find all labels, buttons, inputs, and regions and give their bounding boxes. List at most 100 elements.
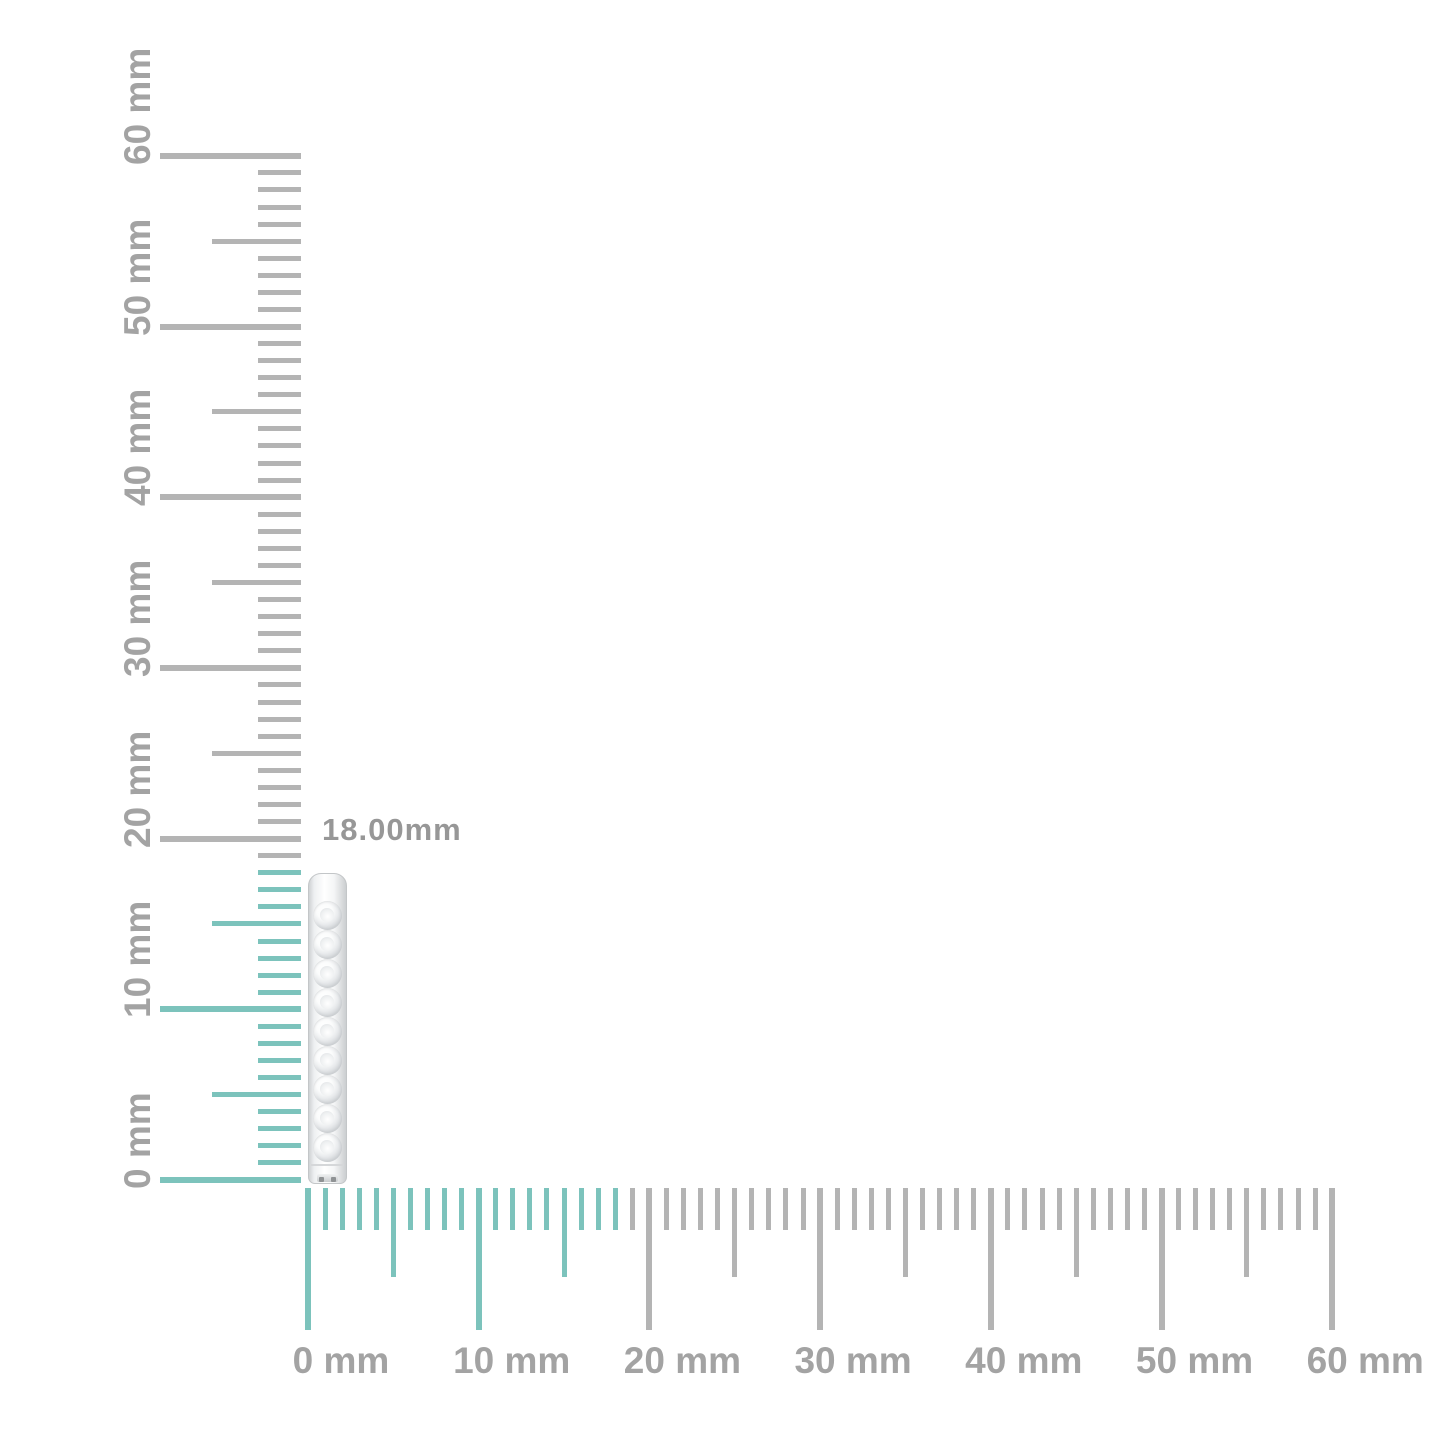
v-tick-10mm (160, 1006, 301, 1013)
h-tick-19mm (629, 1188, 635, 1230)
v-tick-42mm (258, 460, 301, 466)
v-tick-50mm (160, 323, 301, 330)
earring-band (308, 873, 347, 1184)
h-tick-36mm (920, 1188, 926, 1230)
v-tick-35mm (212, 580, 301, 586)
horizontal-ruler-label-10mm: 10 mm (453, 1340, 571, 1381)
h-tick-39mm (971, 1188, 977, 1230)
h-tick-38mm (954, 1188, 960, 1230)
v-tick-6mm (258, 1075, 301, 1081)
measurement-value-label: 18.00mm (322, 812, 462, 847)
v-tick-49mm (258, 341, 301, 347)
h-tick-27mm (766, 1188, 772, 1230)
v-tick-36mm (258, 562, 301, 568)
v-tick-53mm (258, 272, 301, 278)
v-tick-7mm (258, 1058, 301, 1063)
h-tick-10mm (475, 1188, 482, 1330)
h-tick-12mm (510, 1188, 516, 1230)
v-tick-44mm (258, 426, 301, 432)
h-tick-48mm (1124, 1188, 1130, 1230)
h-tick-52mm (1193, 1188, 1199, 1230)
h-tick-57mm (1278, 1188, 1284, 1230)
v-tick-19mm (258, 853, 301, 859)
v-tick-22mm (258, 801, 301, 807)
h-tick-37mm (937, 1188, 943, 1230)
vertical-ruler-label-20mm: 20 mm (117, 730, 158, 848)
v-tick-3mm (258, 1126, 301, 1132)
h-tick-25mm (732, 1188, 738, 1277)
h-tick-8mm (442, 1188, 448, 1230)
v-tick-43mm (258, 443, 301, 449)
v-tick-27mm (258, 716, 301, 722)
h-tick-0mm (305, 1188, 311, 1330)
v-tick-45mm (212, 409, 301, 415)
v-tick-32mm (258, 631, 301, 637)
h-tick-44mm (1056, 1188, 1062, 1230)
diamond-stone (313, 1046, 342, 1075)
v-tick-47mm (258, 375, 301, 381)
v-tick-51mm (258, 306, 301, 312)
v-tick-34mm (258, 597, 301, 603)
h-tick-13mm (527, 1188, 533, 1230)
diamond-stone (313, 930, 342, 959)
v-tick-30mm (160, 664, 301, 671)
v-tick-18mm (258, 870, 301, 876)
h-tick-50mm (1158, 1188, 1165, 1330)
h-tick-40mm (987, 1188, 994, 1330)
v-tick-37mm (258, 545, 301, 551)
v-tick-8mm (258, 1040, 301, 1046)
v-tick-20mm (160, 835, 301, 842)
h-tick-33mm (868, 1188, 874, 1230)
vertical-ruler-label-60mm: 60 mm (117, 47, 158, 165)
v-tick-0mm (160, 1177, 301, 1183)
h-tick-51mm (1176, 1188, 1182, 1230)
v-tick-60mm (160, 152, 301, 159)
h-tick-9mm (459, 1188, 465, 1230)
v-tick-13mm (258, 955, 301, 961)
h-tick-54mm (1227, 1188, 1233, 1230)
v-tick-11mm (258, 989, 301, 995)
v-tick-9mm (258, 1023, 301, 1029)
v-tick-55mm (212, 238, 301, 244)
h-tick-46mm (1090, 1188, 1096, 1230)
h-tick-56mm (1261, 1188, 1267, 1230)
h-tick-14mm (544, 1188, 550, 1230)
h-tick-7mm (424, 1188, 430, 1230)
h-tick-3mm (356, 1188, 362, 1230)
h-tick-45mm (1073, 1188, 1079, 1277)
h-tick-29mm (800, 1188, 806, 1230)
hinge-notch (317, 1174, 338, 1182)
h-tick-32mm (851, 1188, 857, 1230)
h-tick-41mm (1005, 1188, 1011, 1230)
diamond-stone (313, 901, 342, 930)
diamond-stone (313, 1133, 342, 1162)
v-tick-21mm (258, 819, 301, 825)
v-tick-4mm (258, 1109, 301, 1115)
v-tick-25mm (212, 750, 301, 756)
h-tick-11mm (493, 1188, 499, 1230)
h-tick-28mm (783, 1188, 789, 1230)
v-tick-17mm (258, 887, 301, 893)
h-tick-5mm (390, 1188, 396, 1277)
h-tick-21mm (663, 1188, 669, 1230)
diamond-stone (313, 1075, 342, 1104)
v-tick-26mm (258, 733, 301, 739)
h-tick-15mm (561, 1188, 567, 1277)
diamond-stone (313, 1104, 342, 1133)
h-tick-24mm (715, 1188, 721, 1230)
h-tick-1mm (322, 1188, 328, 1230)
h-tick-55mm (1244, 1188, 1250, 1277)
h-tick-35mm (902, 1188, 908, 1277)
v-tick-23mm (258, 784, 301, 790)
h-tick-49mm (1141, 1188, 1147, 1230)
v-tick-54mm (258, 255, 301, 261)
v-tick-56mm (258, 221, 301, 227)
h-tick-43mm (1039, 1188, 1045, 1230)
h-tick-30mm (817, 1188, 824, 1330)
horizontal-ruler-label-50mm: 50 mm (1135, 1340, 1254, 1381)
h-tick-31mm (834, 1188, 840, 1230)
h-tick-60mm (1329, 1188, 1336, 1330)
vertical-ruler-label-0mm: 0 mm (117, 1092, 158, 1189)
v-tick-28mm (258, 699, 301, 705)
